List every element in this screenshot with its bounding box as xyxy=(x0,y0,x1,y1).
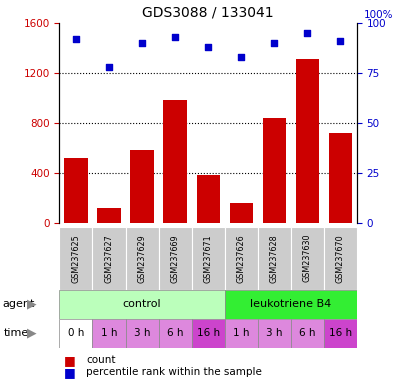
Bar xyxy=(229,203,252,223)
Text: ■: ■ xyxy=(63,354,75,367)
Bar xyxy=(257,227,290,290)
Bar xyxy=(158,319,191,348)
Bar xyxy=(323,319,356,348)
Point xyxy=(72,36,79,42)
Bar xyxy=(92,227,125,290)
Point xyxy=(237,54,244,60)
Text: ▶: ▶ xyxy=(27,298,36,311)
Text: GSM237630: GSM237630 xyxy=(302,234,311,283)
Point xyxy=(336,38,343,44)
Text: 3 h: 3 h xyxy=(265,328,282,338)
Bar xyxy=(224,227,257,290)
Point xyxy=(270,40,277,46)
Bar xyxy=(158,227,191,290)
Text: time: time xyxy=(4,328,29,338)
Text: GSM237669: GSM237669 xyxy=(170,234,179,283)
Text: ■: ■ xyxy=(63,366,75,379)
Text: 1 h: 1 h xyxy=(232,328,249,338)
Bar xyxy=(191,227,224,290)
Bar xyxy=(257,319,290,348)
Point xyxy=(204,44,211,50)
Text: GSM237626: GSM237626 xyxy=(236,234,245,283)
Text: agent: agent xyxy=(2,299,34,310)
Bar xyxy=(262,118,285,223)
Bar xyxy=(163,101,186,223)
Bar xyxy=(130,151,153,223)
Text: 16 h: 16 h xyxy=(196,328,219,338)
Bar xyxy=(191,319,224,348)
Bar xyxy=(64,158,87,223)
Bar xyxy=(328,133,351,223)
Bar xyxy=(97,208,120,223)
Text: GSM237671: GSM237671 xyxy=(203,234,212,283)
Text: 1 h: 1 h xyxy=(101,328,117,338)
Text: control: control xyxy=(122,299,161,310)
Text: 100%: 100% xyxy=(363,10,392,20)
Point xyxy=(138,40,145,46)
Bar xyxy=(59,319,92,348)
Text: 6 h: 6 h xyxy=(166,328,183,338)
Bar xyxy=(323,227,356,290)
Text: GSM237625: GSM237625 xyxy=(71,234,80,283)
Text: GSM237670: GSM237670 xyxy=(335,234,344,283)
Title: GDS3088 / 133041: GDS3088 / 133041 xyxy=(142,5,273,19)
Bar xyxy=(196,175,219,223)
Text: GSM237629: GSM237629 xyxy=(137,234,146,283)
Bar xyxy=(290,319,323,348)
Text: 6 h: 6 h xyxy=(298,328,315,338)
Bar xyxy=(125,227,158,290)
Bar xyxy=(295,59,318,223)
Text: ▶: ▶ xyxy=(27,327,36,339)
Point xyxy=(303,30,310,36)
Text: 16 h: 16 h xyxy=(328,328,351,338)
Bar xyxy=(92,319,125,348)
Text: count: count xyxy=(86,355,115,365)
Text: leukotriene B4: leukotriene B4 xyxy=(249,299,330,310)
Text: 0 h: 0 h xyxy=(67,328,84,338)
Text: 3 h: 3 h xyxy=(133,328,150,338)
Bar xyxy=(59,227,92,290)
Bar xyxy=(224,319,257,348)
Bar xyxy=(59,290,224,319)
Bar xyxy=(125,319,158,348)
Point xyxy=(171,34,178,40)
Point xyxy=(106,64,112,70)
Bar xyxy=(290,227,323,290)
Bar xyxy=(224,290,356,319)
Text: percentile rank within the sample: percentile rank within the sample xyxy=(86,367,261,377)
Text: GSM237627: GSM237627 xyxy=(104,234,113,283)
Text: GSM237628: GSM237628 xyxy=(269,234,278,283)
